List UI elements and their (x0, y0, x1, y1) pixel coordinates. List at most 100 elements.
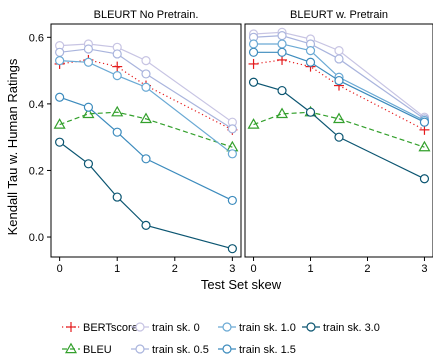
panel-title: BLEURT w. Pretrain (290, 9, 388, 21)
panel-frame (244, 23, 433, 258)
series-train-sk-0-5-point (277, 31, 287, 41)
series-bertscore-line (253, 59, 425, 131)
legend-label: train sk. 1.5 (239, 344, 296, 356)
legend-key-marker (306, 322, 316, 332)
series-train-sk-1-0-panel-1 (55, 56, 237, 159)
series-train-sk-3-0-point (334, 132, 344, 142)
series-bleu-point (332, 112, 346, 124)
x-tick-label: 2 (172, 263, 178, 275)
series-train-sk-1-5-point (334, 75, 344, 86)
series-train-sk-0-5-point (83, 44, 94, 54)
x-tick-label: 0 (250, 263, 256, 275)
x-tick-label: 1 (307, 263, 313, 275)
legend-train-sk-1-0: train sk. 1.0 (218, 322, 296, 334)
series-train-sk-3-0-point (112, 192, 122, 202)
series-train-sk-3-0-point (83, 159, 94, 169)
panel-strips: BLEURT No Pretrain. BLEURT w. Pretrain (94, 9, 388, 21)
series-train-sk-3-0-panel-1 (55, 137, 237, 254)
legend-train-sk-3-0: train sk. 3.0 (302, 322, 380, 334)
legend-label: train sk. 3.0 (323, 322, 380, 334)
series-train-sk-1-0-point (112, 70, 122, 81)
legend-bleu: BLEU (62, 342, 112, 356)
series-bertscore-point (112, 61, 123, 72)
y-tick-label: 0.6 (29, 32, 44, 44)
series-train-sk-1-5-point (305, 57, 316, 67)
y-axis: 0.0 0.2 0.4 0.6 (29, 32, 51, 244)
series-train-sk-1-5-point (419, 117, 430, 127)
legend-train-sk-0-5: train sk. 0.5 (131, 344, 209, 356)
series-train-sk-3-0-point (141, 220, 151, 230)
series-train-sk-3-0-point (277, 85, 287, 96)
series-train-sk-1-5-point (277, 47, 287, 57)
series-train-sk-0-point (141, 56, 151, 66)
series-train-sk-1-5-point (248, 47, 259, 57)
legend-train-sk-0: train sk. 0 (131, 322, 200, 334)
series-bleu-point (139, 112, 153, 124)
legend-train-sk-1-5: train sk. 1.5 (218, 344, 296, 356)
series-train-sk-0-5-point (227, 124, 237, 134)
series-train-sk-1-5-point (55, 92, 65, 102)
series-train-sk-0-5-point (112, 49, 122, 59)
y-tick-label: 0.4 (29, 99, 44, 111)
series-train-sk-0-5-point (141, 69, 151, 79)
series-train-sk-3-0-point (227, 244, 237, 254)
series-bleu-line (59, 111, 233, 148)
series-bleu-point (275, 107, 289, 119)
x-axis-title: Test Set skew (201, 277, 282, 292)
series-bleu-panel-1 (53, 105, 239, 152)
series-train-sk-1-5-point (112, 127, 122, 137)
y-axis-title: Kendall Tau w. Human Ratings (5, 58, 20, 235)
series-bleu-panel-2 (247, 105, 431, 152)
legend-label: train sk. 0 (152, 322, 200, 334)
series-bleu-point (53, 118, 66, 129)
series-train-sk-0-5-point (334, 54, 344, 64)
series-train-sk-1-0-point (277, 39, 287, 49)
series-train-sk-0-5-point (55, 47, 65, 57)
series-train-sk-1-0-point (83, 57, 94, 67)
legend-key-marker (135, 344, 145, 354)
legend-key-marker (66, 322, 76, 332)
series-train-sk-1-5-panel-2 (248, 47, 430, 127)
series-train-sk-3-0-point (248, 77, 259, 87)
y-tick-label: 0.2 (29, 165, 44, 177)
x-axis: 0 1 2 3 0 1 2 3 (57, 257, 428, 275)
legend-key-marker (135, 322, 145, 332)
series-train-sk-1-5-point (141, 154, 151, 164)
legend-key-marker (222, 344, 232, 354)
series-train-sk-3-0-panel-2 (248, 77, 430, 184)
series-train-sk-0-point (334, 46, 344, 56)
legend-label: BERTscore (83, 322, 138, 334)
series-train-sk-1-0-point (227, 149, 237, 159)
series-bleu-point (247, 118, 260, 129)
legend-bertscore: BERTscore (62, 322, 138, 334)
series-layer (53, 27, 431, 254)
x-tick-label: 3 (421, 263, 427, 275)
series-train-sk-1-5-point (83, 102, 94, 112)
series-train-sk-1-0-point (248, 39, 259, 49)
legend-label: train sk. 1.0 (239, 322, 296, 334)
series-train-sk-0-5-panel-1 (55, 44, 237, 134)
series-bleu-point (418, 140, 431, 152)
legend-key-marker (64, 342, 78, 354)
panel-frames (50, 23, 433, 258)
series-train-sk-1-0-point (141, 82, 151, 92)
series-train-sk-3-0-point (305, 107, 316, 117)
x-tick-label: 1 (114, 263, 120, 275)
series-train-sk-3-0-point (55, 137, 65, 147)
series-train-sk-1-0-point (305, 46, 316, 56)
panel-title: BLEURT No Pretrain. (94, 9, 199, 21)
series-train-sk-1-5-point (227, 195, 237, 206)
legend: BERTscore train sk. 0 train sk. 1.0 train s… (62, 322, 380, 356)
legend-label: train sk. 0.5 (152, 344, 209, 356)
y-tick-label: 0.0 (29, 232, 44, 244)
series-train-sk-1-5-panel-1 (55, 92, 237, 206)
series-train-sk-1-0-point (55, 56, 65, 66)
legend-label: BLEU (83, 344, 112, 356)
series-bertscore-point (248, 58, 259, 69)
legend-key-marker (222, 322, 232, 332)
x-tick-label: 0 (57, 263, 63, 275)
panel-frame (50, 23, 242, 258)
x-tick-label: 3 (229, 263, 235, 275)
x-tick-label: 2 (364, 263, 370, 275)
